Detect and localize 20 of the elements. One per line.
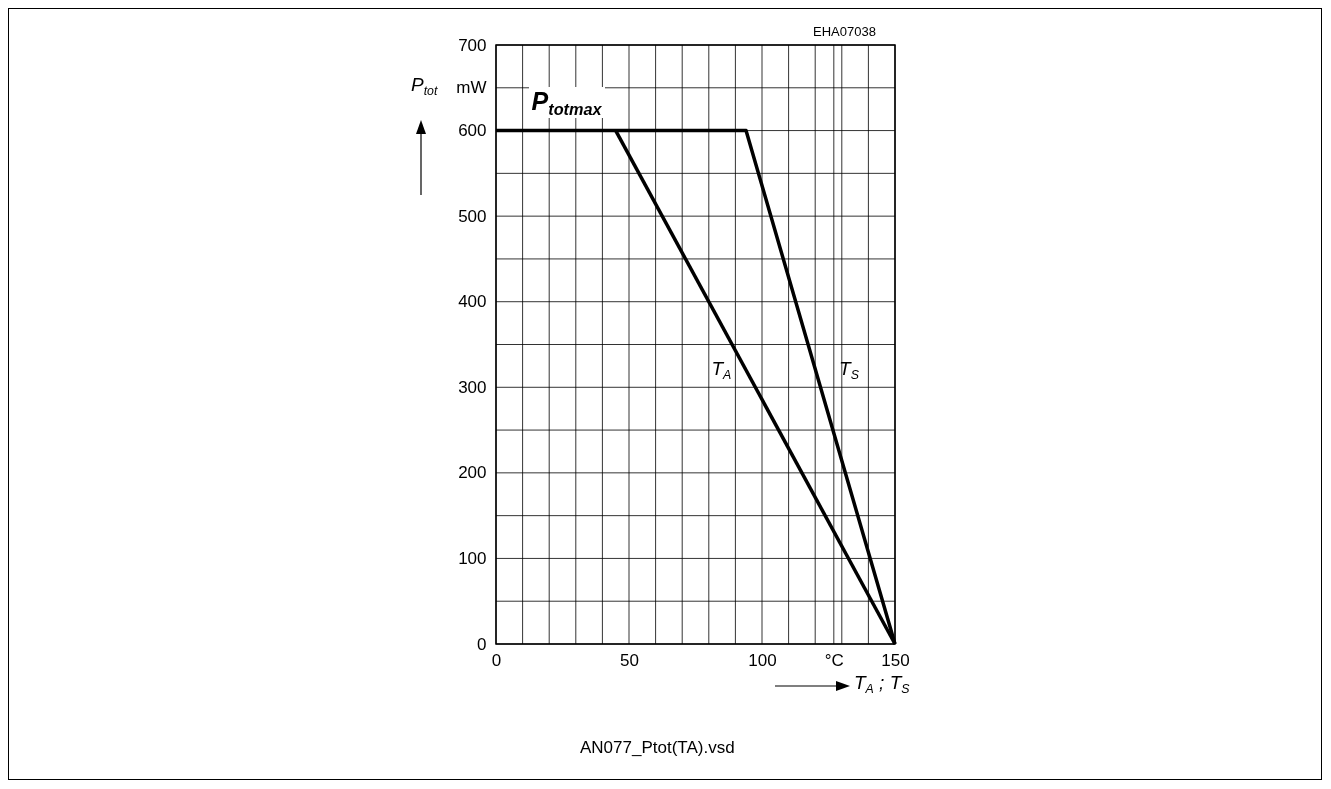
x-tick-label: 0: [491, 650, 502, 670]
y-tick-label: 0: [477, 634, 487, 654]
y-tick-label: 600: [458, 121, 487, 141]
text: EHA07038: [813, 24, 876, 39]
x-tick-label: 150: [881, 650, 910, 670]
x-tick-label: 100: [748, 650, 777, 670]
y-tick-label: 100: [458, 548, 487, 568]
y-tick-label: 200: [458, 463, 487, 483]
x-axis-title: T$_{A}$ ; T$_{S}$: [854, 672, 910, 696]
y-tick-label: 400: [458, 292, 487, 312]
y-tick-label: 700: [458, 35, 487, 55]
x-tick-label: °C: [824, 650, 844, 670]
x-tick-label: 50: [620, 650, 639, 670]
y-tick-label: 300: [458, 377, 487, 397]
series-label: T$_{A}$: [711, 357, 732, 382]
y-tick-label: 500: [458, 206, 487, 226]
text: AN077_Ptot(TA).vsd: [580, 738, 735, 758]
annotation: P$_{totmax}$: [528, 86, 605, 119]
y-axis-title: P$_{tot}$: [411, 74, 438, 98]
y-tick-label: mW: [456, 78, 487, 98]
